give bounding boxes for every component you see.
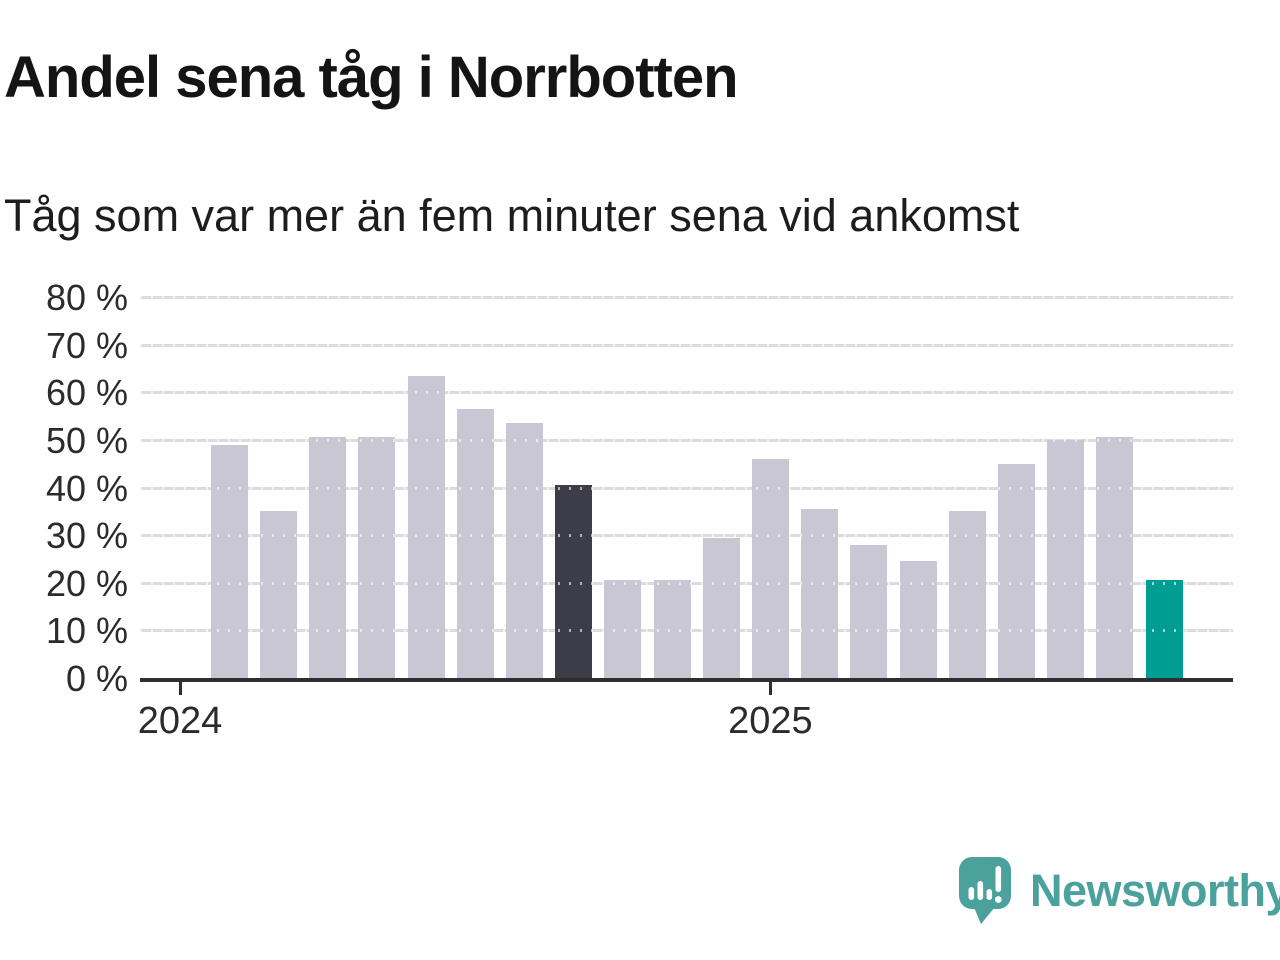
y-axis-tick-label: 70 % (45, 324, 128, 366)
bar (653, 580, 691, 678)
bar-highlight-current-month (1145, 580, 1183, 678)
x-axis-tick (768, 682, 772, 695)
bar (997, 463, 1035, 678)
y-axis-tick-label: 0 % (65, 658, 128, 699)
newsworthy-speech-bubble-icon (959, 857, 1011, 924)
bar (948, 511, 986, 678)
y-axis-tick-label: 30 % (45, 515, 128, 557)
bar (751, 458, 789, 678)
y-axis-tick-label: 40 % (45, 467, 128, 509)
y-axis-tick-label: 50 % (45, 419, 128, 461)
y-axis-tick-label: 60 % (45, 372, 128, 414)
bar (702, 537, 740, 678)
bar (210, 444, 248, 678)
bar (456, 408, 494, 678)
gridline-dots-overlay (140, 629, 1233, 633)
bar (407, 375, 445, 678)
gridline-dots-overlay (140, 486, 1233, 490)
y-axis-tick-label: 10 % (45, 610, 128, 652)
newsworthy-logo-text: Newsworthy (1030, 865, 1280, 916)
bar-highlight-previous-year (555, 485, 593, 678)
y-axis-tick-label: 80 % (45, 277, 128, 318)
bar (1047, 439, 1085, 678)
bar (899, 561, 937, 678)
gridline-dots-overlay (140, 534, 1233, 538)
gridline-dots-overlay (140, 391, 1233, 395)
gridline-dots-overlay (140, 296, 1233, 299)
x-axis-tick-label: 2025 (728, 700, 813, 742)
chart-title: Andel sena tåg i Norrbotten (4, 45, 739, 110)
gridline-dots-overlay (140, 343, 1233, 347)
bar (604, 580, 642, 678)
y-axis-tick-label: 20 % (45, 562, 128, 604)
x-axis-tick-label: 2024 (137, 700, 223, 742)
bar (850, 544, 888, 678)
x-axis-line (140, 678, 1233, 682)
bar (505, 423, 543, 678)
gridline-dots-overlay (140, 438, 1233, 442)
bar (259, 511, 297, 678)
newsworthy-logo: Newsworthy (958, 856, 1280, 926)
x-axis-tick (178, 682, 182, 695)
chart-subtitle: Tåg som var mer än fem minuter sena vid … (4, 190, 1020, 241)
bar (309, 437, 347, 678)
bar (1096, 437, 1134, 678)
bar (358, 437, 396, 678)
gridline-dots-overlay (140, 581, 1233, 585)
